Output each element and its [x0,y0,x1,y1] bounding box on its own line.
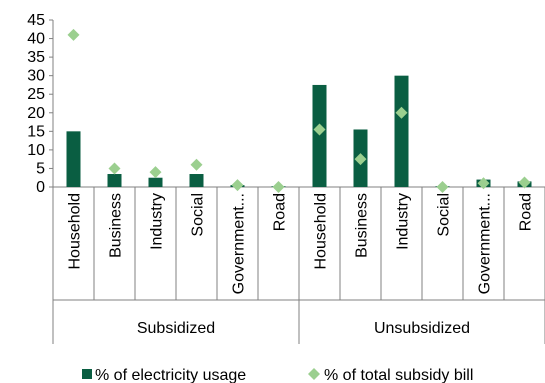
category-label: Business [354,193,371,258]
legend-bar-swatch [82,369,92,379]
group-label: Unsubsidized [374,320,470,337]
diamond-marker [477,177,490,190]
y-tick-label: 40 [27,31,45,48]
y-tick-label: 45 [27,12,45,29]
diamond-marker [231,179,244,192]
category-label: Household [313,193,330,270]
y-tick-label: 25 [27,86,45,103]
category-label: Road [272,193,289,231]
legend: % of electricity usage % of total subsid… [82,367,473,383]
legend-diamond-swatch [308,368,320,380]
category-label: Household [67,193,84,270]
diamond-marker [272,181,285,193]
diamond-marker [313,123,326,136]
y-tick-label: 0 [36,179,45,196]
bar [107,174,122,187]
category-label: Business [108,193,125,258]
diamond-marker [149,166,162,179]
group-label: Subsidized [137,320,215,337]
y-tick-label: 35 [27,49,45,66]
bar [189,174,204,187]
legend-marker-label: % of total subsidy bill [324,367,473,383]
y-tick-label: 15 [27,123,45,140]
category-label: Industry [395,193,412,250]
legend-bar-label: % of electricity usage [95,367,246,383]
diamond-marker [108,162,121,175]
bar [312,84,327,187]
diamond-marker [190,158,203,171]
bar [394,75,409,187]
y-tick-label: 20 [27,105,45,122]
marker-series [67,28,531,193]
diamond-marker [436,181,449,193]
x-axis [52,186,545,344]
group-labels: Subsidized Unsubsidized [137,320,470,337]
diamond-marker [518,176,531,189]
category-label: Industry [149,193,166,250]
y-tick-label: 30 [27,68,45,85]
y-tick-label: 5 [36,160,45,177]
diamond-marker [395,106,408,119]
category-label: Social [190,193,207,237]
y-tick-label: 10 [27,142,45,159]
category-label: Road [518,193,535,231]
category-label: Social [436,193,453,237]
bar [66,131,81,187]
category-labels: Household Business Industry Social Governmen… [67,193,535,294]
bar [148,177,163,187]
category-label: Government... [477,193,494,294]
category-label: Government... [231,193,248,294]
bar-series [66,75,532,187]
diamond-marker [354,153,367,166]
diamond-marker [67,28,80,41]
